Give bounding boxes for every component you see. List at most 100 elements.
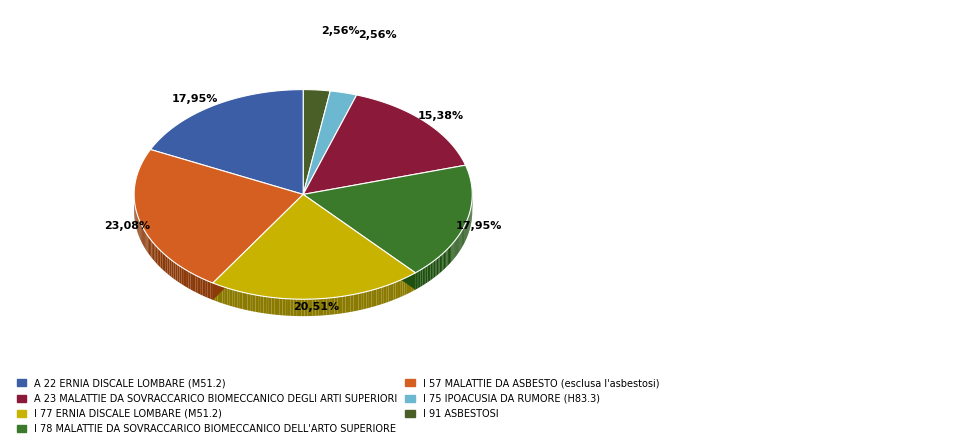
Polygon shape: [402, 278, 404, 296]
Polygon shape: [356, 293, 359, 311]
Polygon shape: [245, 293, 247, 310]
Text: 2,56%: 2,56%: [358, 30, 396, 40]
Polygon shape: [263, 296, 266, 314]
Polygon shape: [220, 286, 222, 303]
Polygon shape: [441, 254, 442, 272]
Polygon shape: [200, 277, 202, 295]
Polygon shape: [318, 299, 320, 316]
Polygon shape: [368, 290, 371, 308]
Polygon shape: [448, 246, 449, 265]
Polygon shape: [391, 283, 393, 301]
Polygon shape: [450, 243, 452, 262]
Polygon shape: [373, 289, 376, 306]
Polygon shape: [429, 263, 430, 281]
Polygon shape: [408, 275, 410, 293]
Polygon shape: [293, 299, 296, 316]
Polygon shape: [213, 194, 415, 299]
Polygon shape: [213, 194, 303, 300]
Polygon shape: [144, 230, 146, 249]
Polygon shape: [303, 90, 330, 194]
Polygon shape: [169, 258, 171, 277]
Polygon shape: [152, 243, 154, 261]
Text: 17,95%: 17,95%: [455, 220, 502, 231]
Polygon shape: [287, 299, 290, 316]
Polygon shape: [334, 297, 337, 314]
Polygon shape: [302, 299, 304, 316]
Polygon shape: [420, 269, 422, 287]
Polygon shape: [160, 250, 162, 269]
Polygon shape: [242, 292, 245, 310]
Polygon shape: [213, 283, 215, 301]
Polygon shape: [189, 271, 191, 289]
Polygon shape: [279, 298, 282, 315]
Polygon shape: [316, 299, 318, 316]
Polygon shape: [424, 267, 425, 284]
Polygon shape: [452, 242, 453, 261]
Polygon shape: [232, 290, 234, 307]
Polygon shape: [320, 299, 323, 316]
Polygon shape: [454, 239, 455, 258]
Polygon shape: [415, 272, 417, 290]
Polygon shape: [359, 293, 361, 310]
Polygon shape: [413, 273, 415, 291]
Polygon shape: [455, 238, 456, 257]
Polygon shape: [303, 194, 415, 290]
Polygon shape: [307, 299, 310, 316]
Polygon shape: [239, 292, 242, 309]
Polygon shape: [442, 253, 444, 271]
Polygon shape: [438, 256, 440, 274]
Polygon shape: [376, 288, 378, 306]
Polygon shape: [253, 295, 255, 312]
Polygon shape: [453, 241, 454, 259]
Text: 15,38%: 15,38%: [417, 111, 463, 121]
Polygon shape: [175, 263, 177, 281]
Polygon shape: [337, 297, 340, 314]
Polygon shape: [388, 284, 391, 302]
Polygon shape: [272, 297, 274, 314]
Polygon shape: [177, 265, 180, 283]
Polygon shape: [274, 298, 276, 315]
Polygon shape: [400, 279, 402, 297]
Polygon shape: [331, 297, 334, 314]
Polygon shape: [456, 237, 457, 255]
Polygon shape: [261, 296, 263, 313]
Polygon shape: [366, 291, 368, 309]
Polygon shape: [157, 247, 159, 266]
Legend: A 22 ERNIA DISCALE LOMBARE (M51.2), A 23 MALATTIE DA SOVRACCARICO BIOMECCANICO D: A 22 ERNIA DISCALE LOMBARE (M51.2), A 23…: [15, 376, 660, 436]
Text: 2,56%: 2,56%: [321, 26, 360, 36]
Polygon shape: [290, 299, 293, 316]
Polygon shape: [422, 268, 424, 286]
Polygon shape: [371, 290, 373, 307]
Text: 23,08%: 23,08%: [105, 221, 150, 231]
Polygon shape: [148, 235, 149, 254]
Polygon shape: [404, 277, 406, 295]
Polygon shape: [134, 149, 303, 283]
Polygon shape: [210, 282, 213, 300]
Polygon shape: [227, 288, 230, 306]
Polygon shape: [437, 258, 438, 276]
Polygon shape: [383, 286, 386, 303]
Polygon shape: [329, 298, 331, 315]
Polygon shape: [205, 280, 207, 298]
Polygon shape: [182, 267, 184, 286]
Polygon shape: [398, 280, 400, 298]
Polygon shape: [296, 299, 299, 316]
Polygon shape: [282, 299, 285, 315]
Polygon shape: [348, 295, 351, 312]
Polygon shape: [269, 297, 272, 314]
Polygon shape: [396, 281, 398, 299]
Polygon shape: [345, 295, 348, 313]
Polygon shape: [164, 254, 166, 273]
Polygon shape: [150, 90, 303, 194]
Polygon shape: [427, 265, 429, 282]
Polygon shape: [202, 279, 205, 297]
Polygon shape: [167, 257, 169, 276]
Polygon shape: [381, 287, 383, 304]
Polygon shape: [351, 295, 353, 312]
Polygon shape: [276, 298, 279, 315]
Polygon shape: [184, 269, 186, 287]
Polygon shape: [444, 251, 445, 269]
Polygon shape: [215, 284, 218, 302]
Polygon shape: [432, 261, 434, 279]
Polygon shape: [250, 294, 253, 311]
